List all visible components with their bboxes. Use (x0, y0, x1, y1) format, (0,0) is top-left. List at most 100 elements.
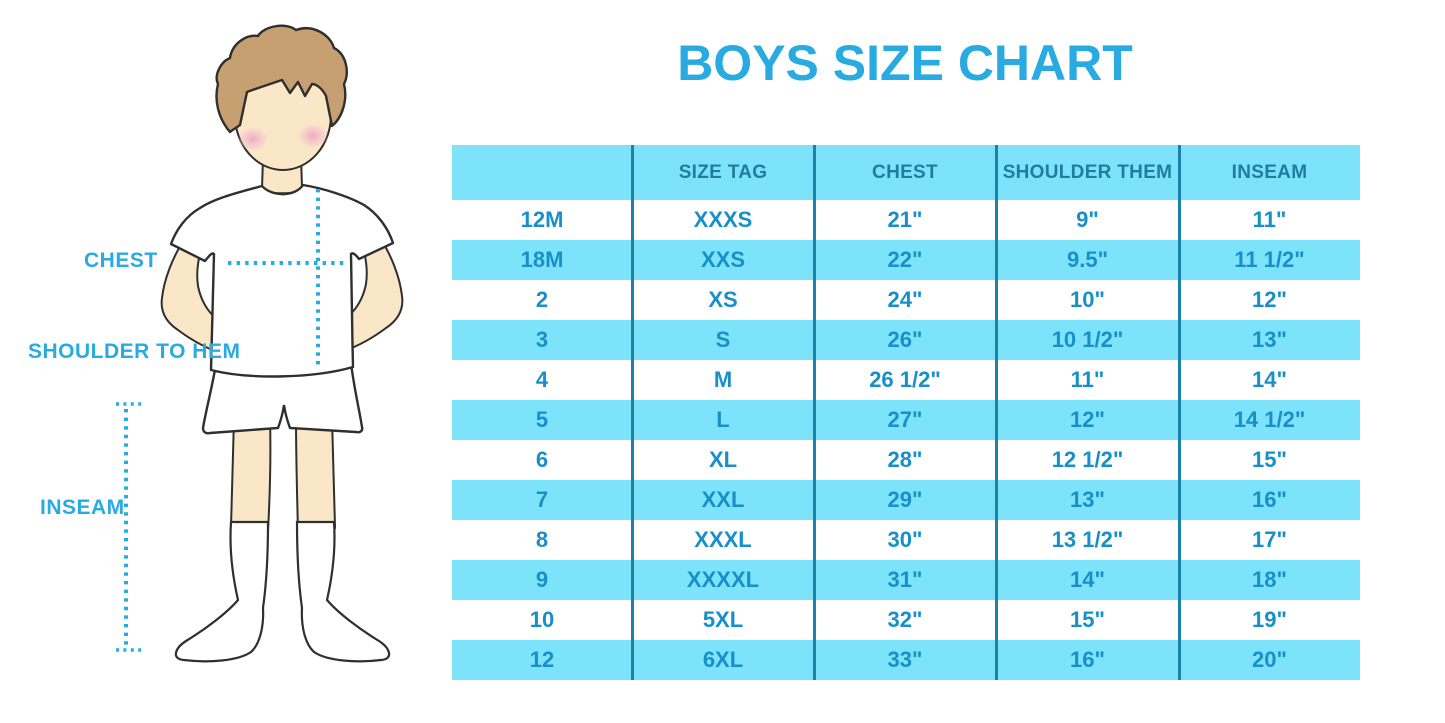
table-cell: 28" (887, 447, 923, 472)
table-cell: 29" (887, 487, 923, 512)
table-cell: 16" (1070, 647, 1105, 672)
table-cell: 10 (529, 607, 555, 632)
table-cell: 19" (1252, 607, 1287, 632)
table-cell: 6 (535, 447, 549, 472)
table-row: 7 XXL 29" 13" 16" (452, 480, 1360, 520)
boy-tshirt (169, 183, 395, 378)
table-cell: 9 (535, 567, 549, 592)
chest-label: CHEST (84, 249, 158, 272)
boy-right-leg (294, 417, 337, 535)
table-cell: 2 (535, 287, 549, 312)
table-row: 4 M 26 1/2" 11" 14" (452, 360, 1360, 400)
table-cell: 10 1/2" (1051, 327, 1124, 352)
boy-left-sock (174, 520, 270, 663)
table-row: 5 L 27" 12" 14 1/2" (452, 400, 1360, 440)
table-cell: 12M (520, 207, 564, 232)
size-table: SIZE TAG CHEST SHOULDER THEM INSEAM 12M X… (452, 145, 1360, 680)
boy-right-sock (295, 520, 391, 663)
table-row: 12M XXXS 21" 9" 11" (452, 200, 1360, 240)
table-cell: L (716, 407, 730, 432)
table-row: 3 S 26" 10 1/2" 13" (452, 320, 1360, 360)
header-cell-inseam: INSEAM (1231, 161, 1308, 183)
table-cell: 12" (1070, 407, 1105, 432)
table-cell: 14" (1070, 567, 1105, 592)
table-cell: 16" (1252, 487, 1287, 512)
table-cell: XXXXL (686, 567, 760, 592)
table-row: 10 5XL 32" 15" 19" (452, 600, 1360, 640)
table-cell: XS (708, 287, 738, 312)
table-cell: 11" (1070, 367, 1105, 392)
measurement-lines (116, 189, 345, 652)
table-cell: 3 (535, 327, 549, 352)
figure-area: CHEST SHOULDER TO HEM INSEAM (0, 0, 460, 723)
table-cell: 8 (535, 527, 549, 552)
table-cell: 24" (887, 287, 923, 312)
table-cell: 30" (887, 527, 923, 552)
table-cell: M (713, 367, 733, 392)
header-cell-empty (452, 145, 632, 200)
table-cell: 6XL (702, 647, 744, 672)
table-cell: 22" (887, 247, 923, 272)
boy-right-blush (298, 124, 328, 148)
table-cell: 33" (887, 647, 923, 672)
table-cell: 9" (1076, 207, 1099, 232)
table-cell: 12 1/2" (1051, 447, 1124, 472)
table-cell: 13" (1252, 327, 1287, 352)
boy-left-leg (229, 417, 272, 535)
page-title: BOYS SIZE CHART (677, 35, 1133, 91)
table-cell: 15" (1070, 607, 1105, 632)
table-cell: 20" (1252, 647, 1287, 672)
shoulder-to-hem-label: SHOULDER TO HEM (28, 340, 241, 363)
header-cell-shoulder: SHOULDER THEM (1002, 161, 1173, 183)
table-cell: 10" (1070, 287, 1105, 312)
table-cell: 5 (535, 407, 549, 432)
inseam-label: INSEAM (40, 496, 125, 519)
table-cell: 5XL (702, 607, 744, 632)
table-cell: XXXS (693, 207, 753, 232)
table-header-row: SIZE TAG CHEST SHOULDER THEM INSEAM (452, 145, 1360, 200)
table-cell: 31" (887, 567, 923, 592)
table-row: 18M XXS 22" 9.5" 11 1/2" (452, 240, 1360, 280)
column-divider (813, 145, 816, 680)
table-row: 2 XS 24" 10" 12" (452, 280, 1360, 320)
header-cell-chest: CHEST (872, 161, 938, 183)
table-cell: XXS (700, 247, 746, 272)
table-cell: 18" (1252, 567, 1287, 592)
table-cell: 11" (1252, 207, 1287, 232)
boy-left-blush (238, 127, 268, 151)
table-row: 8 XXXL 30" 13 1/2" 17" (452, 520, 1360, 560)
column-divider (631, 145, 634, 680)
table-cell: XL (708, 447, 738, 472)
table-body: 12M XXXS 21" 9" 11" 18M XXS 22" 9.5" 11 1/2" 2 XS 24… (452, 200, 1360, 680)
column-divider (1178, 145, 1181, 680)
table-cell: 14 1/2" (1233, 407, 1306, 432)
table-cell: 12" (1252, 287, 1287, 312)
boy-hair (215, 24, 348, 134)
table-cell: 18M (520, 247, 564, 272)
table-cell: 17" (1252, 527, 1287, 552)
table-cell: 21" (887, 207, 923, 232)
table-cell: 26 1/2" (869, 367, 941, 392)
table-cell: 9.5" (1066, 247, 1108, 272)
column-divider (995, 145, 998, 680)
table-cell: 12 (529, 647, 555, 672)
table-cell: S (715, 327, 731, 352)
table-cell: 13 1/2" (1051, 527, 1124, 552)
table-cell: 26" (887, 327, 923, 352)
table-cell: XXXL (694, 527, 752, 552)
table-cell: 14" (1252, 367, 1287, 392)
table-cell: 27" (887, 407, 923, 432)
table-cell: 13" (1070, 487, 1105, 512)
table-cell: 32" (887, 607, 923, 632)
table-cell: 11 1/2" (1234, 247, 1305, 272)
table-row: 12 6XL 33" 16" 20" (452, 640, 1360, 680)
table-cell: 15" (1252, 447, 1287, 472)
table-cell: 7 (535, 487, 549, 512)
header-cell-size-tag: SIZE TAG (678, 161, 768, 183)
table-row: 9 XXXXL 31" 14" 18" (452, 560, 1360, 600)
table-cell: 4 (535, 367, 549, 392)
boy-illustration (116, 24, 404, 663)
table-cell: XXL (701, 487, 745, 512)
table-row: 6 XL 28" 12 1/2" 15" (452, 440, 1360, 480)
